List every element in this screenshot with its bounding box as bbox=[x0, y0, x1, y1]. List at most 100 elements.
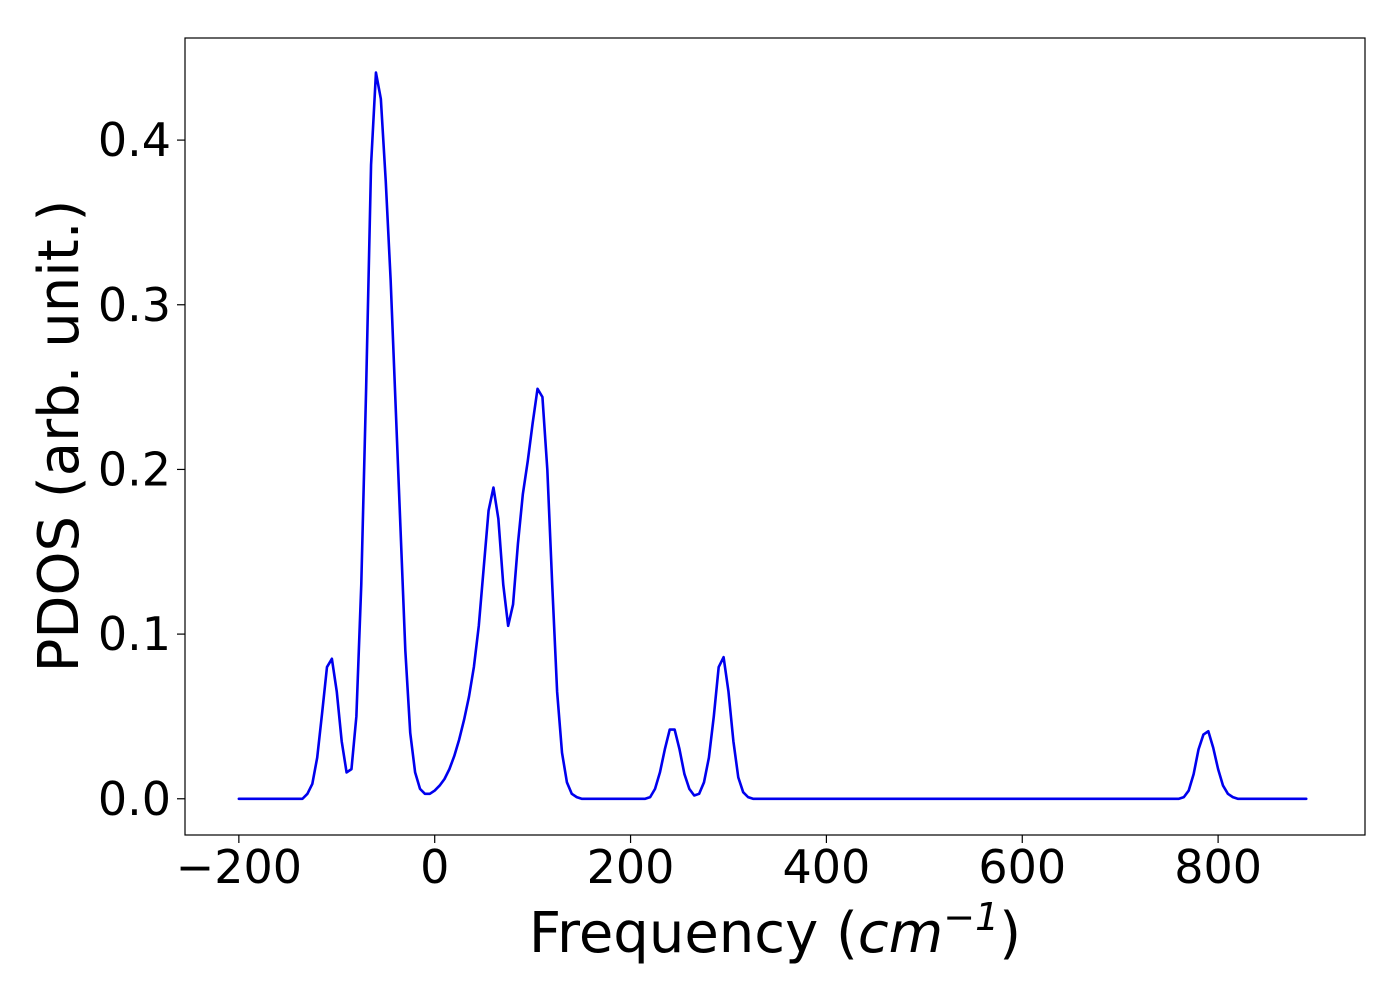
data-point bbox=[723, 657, 724, 658]
data-point bbox=[512, 604, 513, 605]
data-point bbox=[1237, 798, 1238, 799]
data-point bbox=[645, 798, 646, 799]
data-point bbox=[395, 403, 396, 404]
data-point bbox=[297, 798, 298, 799]
data-point bbox=[532, 423, 533, 424]
data-point bbox=[703, 782, 704, 783]
data-point bbox=[508, 625, 509, 626]
data-point bbox=[424, 793, 425, 794]
x-axis-title: Frequency (cm−1) bbox=[529, 895, 1021, 966]
data-point bbox=[610, 798, 611, 799]
data-point bbox=[488, 510, 489, 511]
data-point bbox=[620, 798, 621, 799]
data-point bbox=[410, 732, 411, 733]
x-tick-label: 800 bbox=[1174, 840, 1262, 894]
data-point bbox=[400, 526, 401, 527]
data-point bbox=[552, 584, 553, 585]
data-point bbox=[787, 798, 788, 799]
data-point bbox=[248, 798, 249, 799]
data-point bbox=[571, 793, 572, 794]
data-point bbox=[317, 757, 318, 758]
data-point bbox=[547, 469, 548, 470]
data-point bbox=[1120, 798, 1121, 799]
data-point bbox=[650, 797, 651, 798]
data-point bbox=[493, 487, 494, 488]
data-point bbox=[708, 757, 709, 758]
data-point bbox=[351, 769, 352, 770]
data-point bbox=[654, 788, 655, 789]
x-tick-label: −200 bbox=[176, 840, 302, 894]
data-point bbox=[238, 798, 239, 799]
data-point bbox=[566, 782, 567, 783]
y-tick-label: 0.0 bbox=[98, 772, 171, 826]
data-point bbox=[630, 798, 631, 799]
data-point bbox=[1203, 734, 1204, 735]
data-point bbox=[679, 749, 680, 750]
data-point bbox=[1242, 798, 1243, 799]
data-point bbox=[605, 798, 606, 799]
data-point bbox=[747, 797, 748, 798]
data-point bbox=[419, 788, 420, 789]
data-point bbox=[576, 797, 577, 798]
data-point bbox=[1208, 731, 1209, 732]
data-point bbox=[1222, 785, 1223, 786]
series-layer bbox=[237, 71, 1308, 801]
data-point bbox=[1218, 769, 1219, 770]
plot-area bbox=[185, 38, 1365, 835]
data-point bbox=[503, 584, 504, 585]
data-point bbox=[380, 98, 381, 99]
data-point bbox=[449, 769, 450, 770]
data-point bbox=[1169, 798, 1170, 799]
x-tick-label: 600 bbox=[978, 840, 1066, 894]
data-point bbox=[346, 772, 347, 773]
plot-frame bbox=[184, 37, 1366, 836]
y-tick-label: 0.4 bbox=[98, 113, 171, 167]
data-point bbox=[733, 741, 734, 742]
data-point bbox=[361, 584, 362, 585]
y-tick-label: 0.3 bbox=[98, 278, 171, 332]
data-point bbox=[542, 396, 543, 397]
data-point bbox=[498, 518, 499, 519]
data-point bbox=[659, 772, 660, 773]
data-point bbox=[738, 777, 739, 778]
data-point bbox=[463, 719, 464, 720]
data-point bbox=[468, 696, 469, 697]
data-point bbox=[385, 181, 386, 182]
data-point bbox=[434, 790, 435, 791]
data-point bbox=[924, 798, 925, 799]
data-point bbox=[591, 798, 592, 799]
data-point bbox=[390, 279, 391, 280]
y-axis-title: PDOS (arb. unit.) bbox=[27, 200, 92, 673]
data-point bbox=[640, 798, 641, 799]
data-point bbox=[1183, 797, 1184, 798]
data-point bbox=[527, 461, 528, 462]
data-point bbox=[356, 716, 357, 717]
data-point bbox=[405, 650, 406, 651]
data-point bbox=[415, 772, 416, 773]
y-tick-label: 0.2 bbox=[98, 442, 171, 496]
data-point bbox=[307, 793, 308, 794]
data-point bbox=[459, 739, 460, 740]
series-line bbox=[237, 71, 1308, 801]
data-point bbox=[669, 729, 670, 730]
data-point bbox=[473, 666, 474, 667]
data-point bbox=[718, 666, 719, 667]
data-point bbox=[689, 788, 690, 789]
data-point bbox=[444, 778, 445, 779]
data-point bbox=[557, 691, 558, 692]
data-point bbox=[483, 568, 484, 569]
data-point bbox=[713, 716, 714, 717]
data-point bbox=[258, 798, 259, 799]
data-point bbox=[826, 798, 827, 799]
x-axis-ticks: −200 0 200 400 600 800 bbox=[176, 835, 1262, 894]
data-point bbox=[287, 798, 288, 799]
data-point bbox=[586, 798, 587, 799]
data-point bbox=[302, 798, 303, 799]
data-point bbox=[561, 752, 562, 753]
data-point bbox=[762, 798, 763, 799]
x-tick-label: 200 bbox=[587, 840, 675, 894]
data-point bbox=[752, 798, 753, 799]
data-point bbox=[429, 793, 430, 794]
data-point bbox=[1306, 798, 1307, 799]
